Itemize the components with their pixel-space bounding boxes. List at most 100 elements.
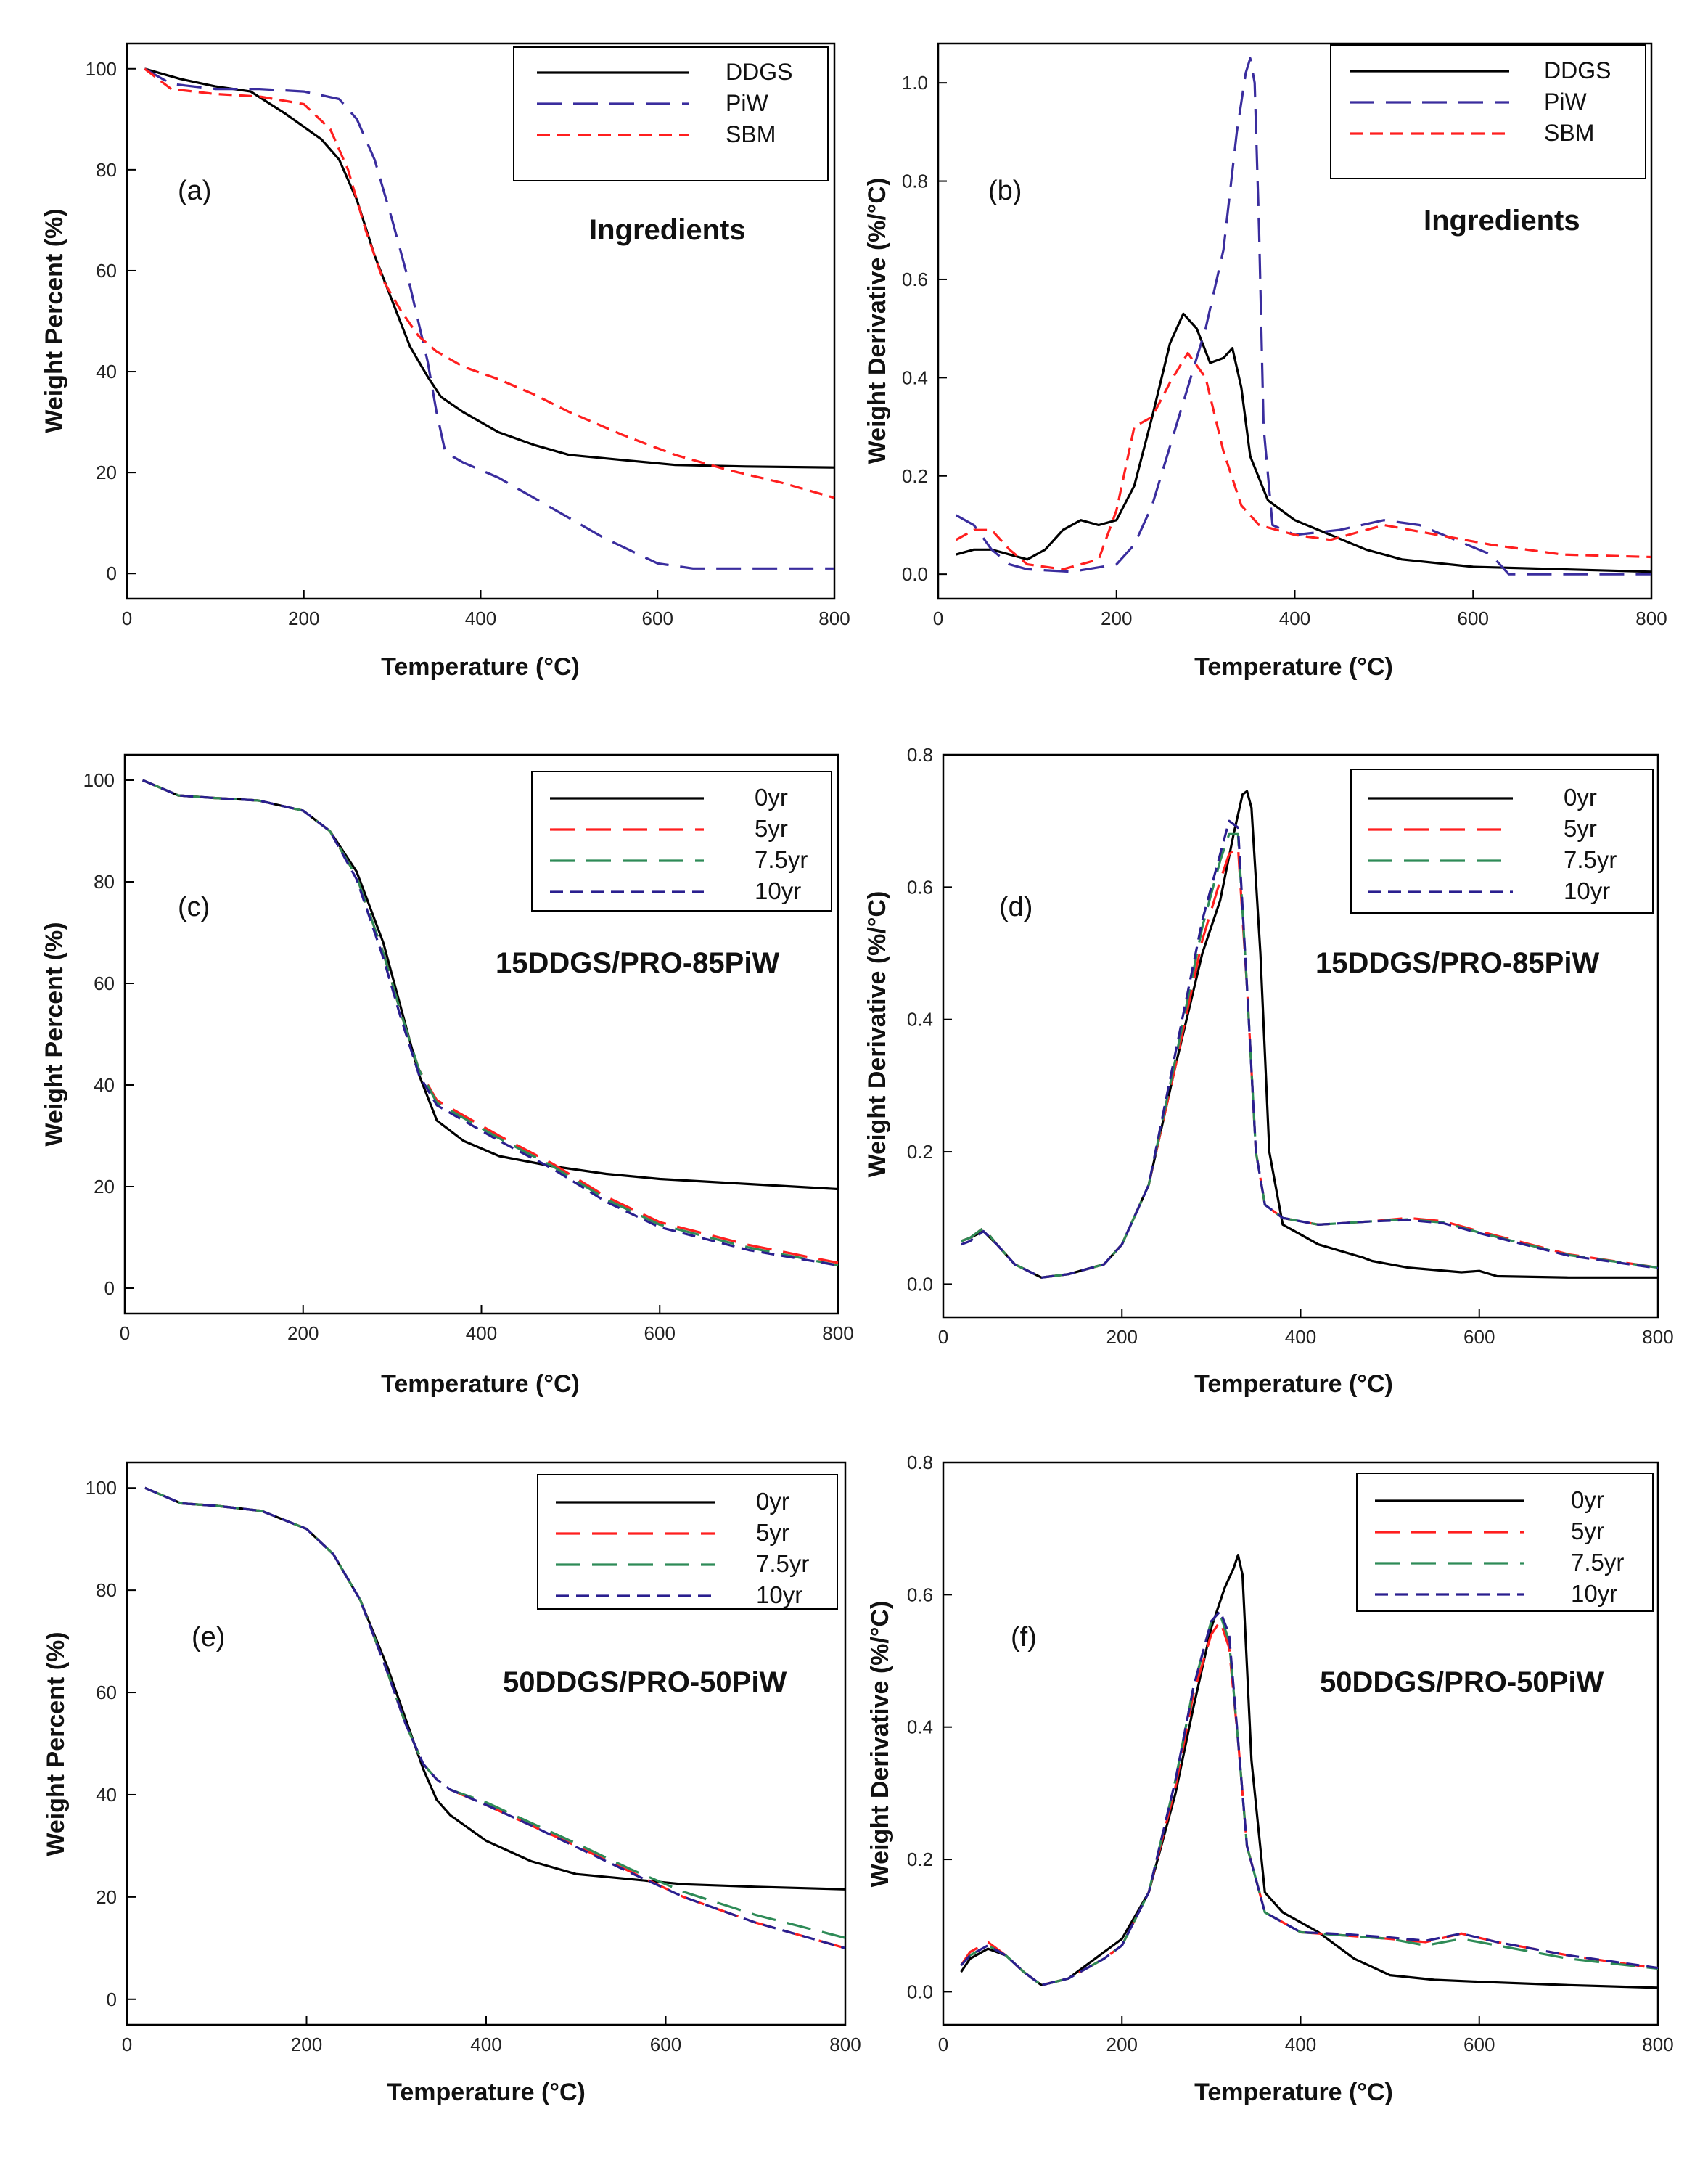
panel-b-xtick-label: 200 (1101, 607, 1132, 629)
panel-c-ytick-label: 100 (83, 769, 115, 791)
panel-e-ytick-label: 80 (96, 1579, 117, 1601)
panel-a-ytick-label: 60 (96, 260, 117, 282)
panel-e-ytick-label: 100 (86, 1477, 117, 1499)
panel-b-legend: DDGS PiW SBM (1330, 44, 1646, 179)
panel-b-xtick-label: 600 (1458, 607, 1489, 629)
panel-d-legend-label: 7.5yr (1564, 846, 1617, 873)
panel-d-xtick-label: 0 (938, 1326, 948, 1348)
panel-d-series-10yr (961, 819, 1659, 1279)
panel-a-xtick-label: 800 (818, 607, 850, 629)
panel-f-ytick-label: 0.2 (907, 1848, 933, 1870)
panel-a-series-DDGS (144, 67, 835, 469)
panel-a-series-SBM (144, 67, 835, 499)
panel-e-ytick-label: 20 (96, 1886, 117, 1908)
panel-f-ytick-label: 0.8 (907, 1451, 933, 1473)
panel-b-series-PiW (955, 57, 1651, 576)
panel-b-legend-label: DDGS (1544, 57, 1611, 83)
panel-a-xtick-label: 600 (642, 607, 673, 629)
panel-b-derivative-chart: 0 200 400 600 800 0.0 0.2 0.4 0.6 0.8 1.0 (b) Ingr… (863, 42, 1667, 681)
panel-b-ytick-label: 1.0 (902, 72, 928, 94)
panel-c-ytick-label: 20 (94, 1176, 115, 1197)
panel-a-ytick-label: 40 (96, 361, 117, 382)
panel-c-xlabel: Temperature (°C) (381, 1370, 580, 1398)
panel-e-ytick-label: 0 (107, 1989, 117, 2010)
panel-d-xtick-label: 400 (1285, 1326, 1316, 1348)
panel-e-weight-chart: 0 200 400 600 800 0 20 40 60 80 100 (e) 50DDGS/PRO… (42, 1461, 861, 2106)
panel-c-legend-label: 7.5yr (755, 846, 808, 873)
panel-d-xtick-label: 800 (1642, 1326, 1673, 1348)
panel-e-legend: 0yr 5yr 7.5yr 10yr (537, 1474, 838, 1610)
panel-f-ytick-label: 0.4 (907, 1716, 933, 1738)
panel-c-xtick-label: 200 (287, 1322, 319, 1344)
panel-d-legend-label: 10yr (1564, 877, 1610, 904)
panel-b-ylabel: Weight Derivative (%/°C) (863, 178, 891, 464)
panel-a-ytick-label: 20 (96, 462, 117, 483)
panel-e-legend-label: 7.5yr (756, 1550, 809, 1577)
panel-b-series-SBM (955, 351, 1652, 571)
panel-c-legend: 0yr 5yr 7.5yr 10yr (531, 771, 832, 912)
panel-e-xtick-label: 0 (122, 2034, 132, 2055)
panel-e-legend-label: 0yr (756, 1488, 789, 1515)
panel-f-ytick-label: 0.0 (907, 1981, 933, 2002)
panel-a-xtick-label: 200 (288, 607, 319, 629)
panel-a-weight-chart: 0 200 400 600 800 0 20 40 60 80 100 (a) Ingredient… (41, 42, 850, 681)
panel-c-xtick-label: 800 (822, 1322, 853, 1344)
panel-b-xtick-label: 800 (1635, 607, 1667, 629)
panel-d-ytick-label: 0.0 (907, 1273, 933, 1295)
panel-a-xtick-label: 0 (122, 607, 132, 629)
panel-f-legend-label: 5yr (1571, 1518, 1604, 1544)
panel-f-series-10yr (960, 1610, 1659, 1986)
panel-b-legend-label: PiW (1544, 89, 1587, 115)
panel-b-legend-label: SBM (1544, 120, 1594, 146)
panel-a-ytick-label: 0 (107, 562, 117, 584)
panel-a-ytick-label: 80 (96, 159, 117, 181)
panel-a-ylabel: Weight Percent (%) (41, 208, 68, 433)
panel-a-legend: DDGS PiW SBM (513, 46, 829, 181)
panel-b-ytick-label: 0.0 (902, 563, 928, 585)
panel-f-xtick-label: 200 (1106, 2034, 1138, 2055)
panel-c-xtick-label: 0 (120, 1322, 130, 1344)
panel-e-xtick-label: 600 (650, 2034, 681, 2055)
panel-c-legend-label: 0yr (755, 784, 788, 811)
panel-c-ytick-label: 80 (94, 871, 115, 893)
panel-e-xtick-label: 200 (291, 2034, 322, 2055)
panel-a-legend-label: PiW (726, 90, 768, 116)
panel-a-xlabel: Temperature (°C) (381, 653, 580, 681)
panel-b-series-DDGS (956, 312, 1652, 573)
panel-d-xlabel: Temperature (°C) (1194, 1370, 1393, 1398)
panel-b-ytick-label: 0.6 (902, 269, 928, 290)
panel-c-ytick-label: 0 (104, 1277, 115, 1299)
panel-f-legend-label: 10yr (1571, 1580, 1617, 1607)
panel-e-series-10yr (144, 1486, 846, 1949)
panel-a-ytick-label: 100 (86, 58, 117, 80)
panel-c-ylabel: Weight Percent (%) (41, 922, 68, 1146)
panel-d-ytick-label: 0.2 (907, 1141, 933, 1163)
panel-b-xtick-label: 0 (933, 607, 943, 629)
panel-e-ytick-label: 40 (96, 1784, 117, 1806)
panel-d-label: (d) (999, 892, 1032, 922)
panel-a-legend-label: SBM (726, 121, 776, 147)
panel-e-xlabel: Temperature (°C) (387, 2079, 586, 2106)
panel-f-ytick-label: 0.6 (907, 1584, 933, 1605)
panel-a-legend-label: DDGS (726, 59, 792, 85)
panel-a-label: (a) (178, 176, 211, 206)
panel-b-ytick-label: 0.4 (902, 367, 928, 388)
panel-c-legend-label: 10yr (755, 877, 801, 904)
panel-c-xtick-label: 400 (466, 1322, 497, 1344)
panel-f-ylabel: Weight Derivative (%/°C) (866, 1601, 894, 1888)
panel-b-annotation: Ingredients (1424, 205, 1580, 237)
panel-d-ytick-label: 0.8 (907, 744, 933, 766)
panel-b-xtick-label: 400 (1279, 607, 1310, 629)
panel-d-annotation: 15DDGS/PRO-85PiW (1315, 947, 1599, 979)
panel-e-xtick-label: 800 (829, 2034, 861, 2055)
panel-f-xtick-label: 400 (1285, 2034, 1316, 2055)
panel-d-ytick-label: 0.4 (907, 1009, 933, 1031)
panel-e-ytick-label: 60 (96, 1682, 117, 1703)
panel-f-xtick-label: 0 (938, 2034, 948, 2055)
panel-c-ytick-label: 60 (94, 973, 115, 994)
panel-b-ytick-label: 0.8 (902, 171, 928, 192)
panel-b-ytick-label: 0.2 (902, 465, 928, 487)
panel-c-label: (c) (178, 892, 210, 922)
panel-d-xtick-label: 600 (1463, 1326, 1495, 1348)
